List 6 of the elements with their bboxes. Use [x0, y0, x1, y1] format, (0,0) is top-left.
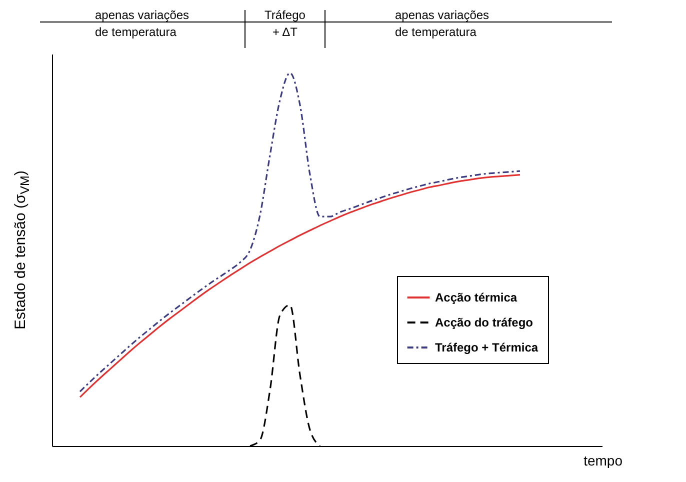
text: apenas variações de temperatura: [95, 8, 190, 39]
text: Tráfego + ΔT: [264, 8, 306, 39]
legend-label: Tráfego + Térmica: [435, 340, 538, 354]
legend-label: Acção do tráfego: [435, 316, 534, 330]
legend-label: Acção térmica: [435, 290, 518, 304]
text: apenas variações de temperatura: [395, 8, 490, 39]
